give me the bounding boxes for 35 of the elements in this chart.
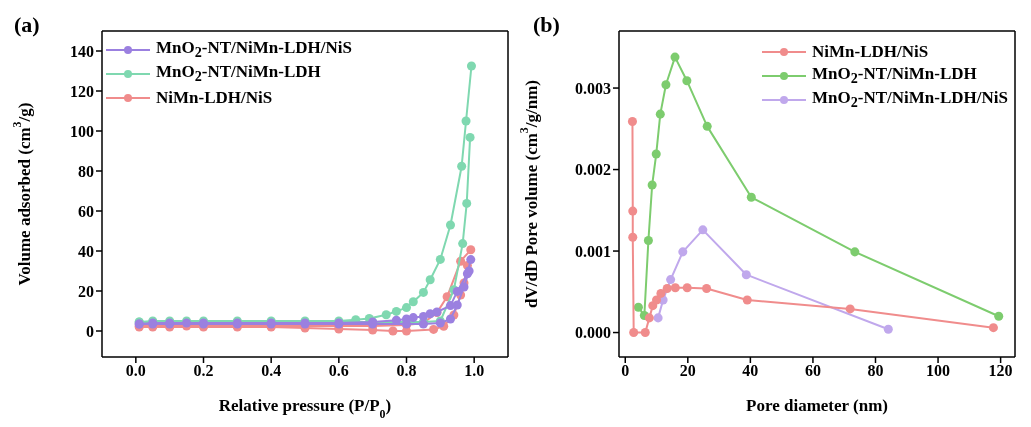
x-tick-label: 0.8	[396, 362, 417, 380]
legend-label: NiMn-LDH/NiS	[156, 88, 273, 107]
chart-title: (b)	[533, 12, 560, 38]
y-tick-label: 20	[78, 282, 94, 300]
y-tick-label: 100	[70, 122, 94, 140]
y-tick-label: 0.000	[575, 324, 611, 342]
legend-label: MnO$_{2}$-NT/NiMn-LDH/NiS	[156, 38, 352, 61]
y-tick-label: 0.003	[575, 79, 611, 97]
y-tick-label: 120	[70, 82, 94, 100]
legend-label: MnO$_{2}$-NT/NiMn-LDH/NiS	[812, 88, 1008, 111]
y-tick-label: 80	[78, 162, 94, 180]
x-tick-label: 0.2	[193, 362, 214, 380]
x-tick-label: 60	[804, 362, 821, 380]
y-tick-label: 0	[86, 322, 94, 340]
x-tick-label: 20	[679, 362, 696, 380]
legend-label: MnO$_{2}$-NT/NiMn-LDH	[812, 64, 977, 87]
x-tick-label: 80	[867, 362, 884, 380]
x-tick-label: 0.0	[125, 362, 146, 380]
x-tick-label: 100	[926, 362, 951, 380]
y-tick-label: 0.002	[575, 161, 611, 179]
x-axis-title: Pore diameter (nm)	[746, 396, 888, 415]
x-tick-label: 0	[621, 362, 630, 380]
x-tick-label: 120	[988, 362, 1013, 380]
legend-label: NiMn-LDH/NiS	[812, 42, 929, 61]
y-tick-label: 140	[70, 42, 94, 60]
y-tick-label: 0.001	[575, 242, 611, 260]
legend-label: MnO$_{2}$-NT/NiMn-LDH	[156, 62, 321, 85]
y-tick-label: 60	[78, 202, 94, 220]
y-tick-label: 40	[78, 242, 94, 260]
x-tick-label: 0.4	[261, 362, 282, 380]
x-tick-label: 0.6	[328, 362, 349, 380]
x-tick-label: 1.0	[464, 362, 485, 380]
x-axis-title: Relative pressure (P/P$_{0}$)	[218, 396, 392, 421]
x-tick-label: 40	[742, 362, 759, 380]
chart-title: (a)	[14, 12, 40, 38]
